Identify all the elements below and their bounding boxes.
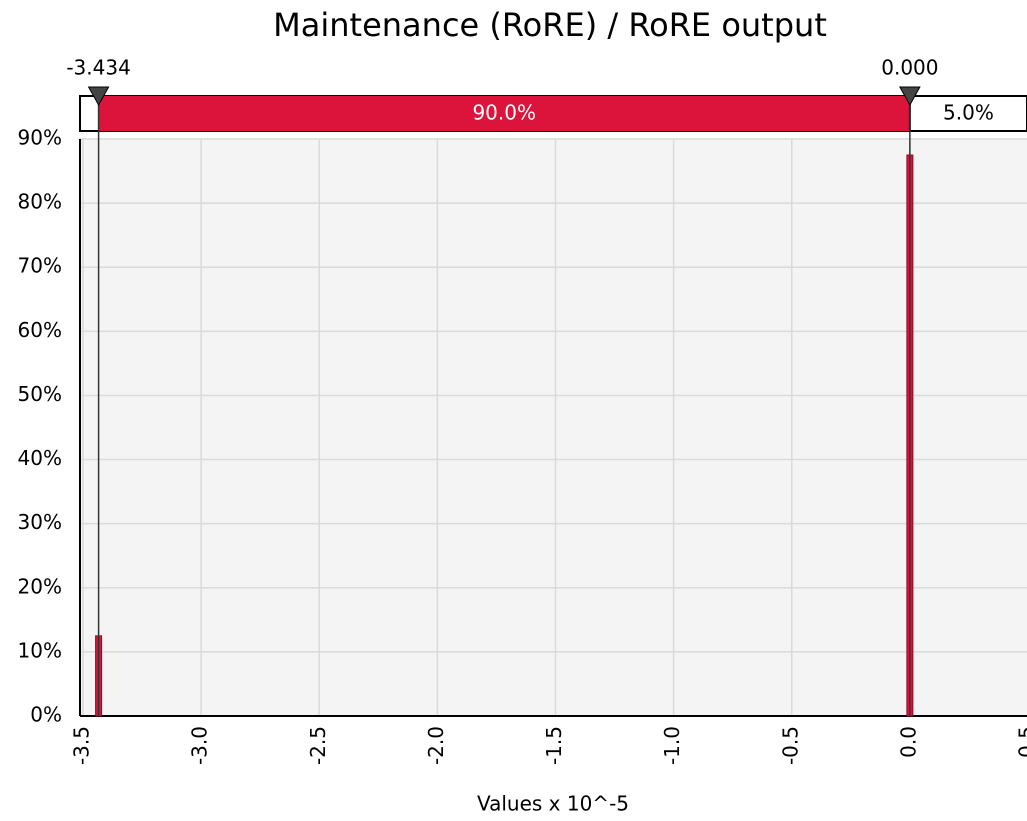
region-label: 5.0% <box>943 101 994 125</box>
x-tick-label: -0.5 <box>778 726 802 765</box>
y-tick-label: 10% <box>18 638 62 662</box>
y-tick-label: 60% <box>18 318 62 342</box>
x-tick-label: -2.5 <box>306 726 330 765</box>
y-tick-label: 0% <box>30 703 62 727</box>
x-tick-label: 0.0 <box>896 726 920 758</box>
y-tick-label: 50% <box>18 382 62 406</box>
y-tick-label: 90% <box>18 126 62 150</box>
x-tick-label: -2.0 <box>424 726 448 765</box>
delimiter-label: 0.000 <box>881 56 938 80</box>
y-tick-label: 40% <box>18 446 62 470</box>
delimiter-label: -3.434 <box>66 56 130 80</box>
y-tick-label: 70% <box>18 254 62 278</box>
y-tick-label: 80% <box>18 190 62 214</box>
x-tick-label: -3.0 <box>188 726 212 765</box>
y-tick-label: 20% <box>18 574 62 598</box>
chart-title: Maintenance (RoRE) / RoRE output <box>273 6 827 44</box>
region-label: 90.0% <box>472 101 536 125</box>
x-tick-label: -3.5 <box>70 726 94 765</box>
x-tick-label: 0.5 <box>1015 726 1027 758</box>
delimiter-marker <box>899 86 921 107</box>
y-tick-label: 30% <box>18 510 62 534</box>
delimiter-marker <box>87 86 110 107</box>
x-axis-label: Values x 10^-5 <box>477 792 629 816</box>
x-tick-label: -1.5 <box>542 726 566 765</box>
plot-area <box>80 139 1027 716</box>
delimiter-region <box>98 96 910 131</box>
x-tick-label: -1.0 <box>660 726 684 765</box>
